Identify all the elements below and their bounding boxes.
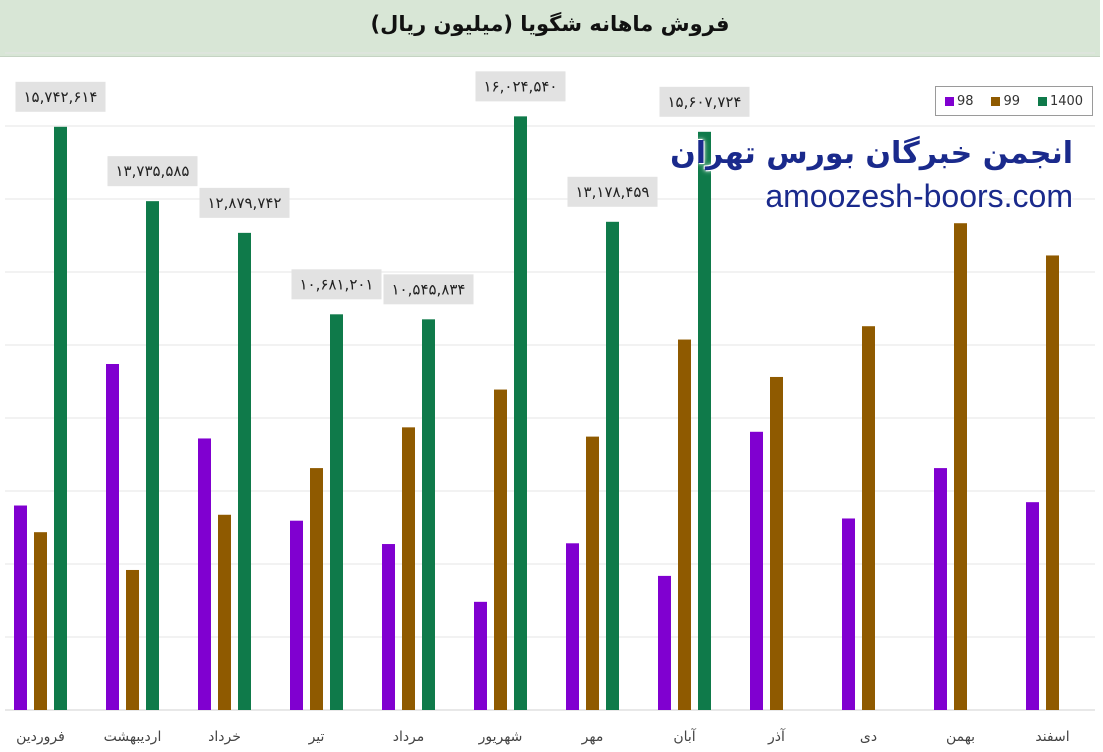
- data-label-box: [199, 187, 290, 218]
- title-bar: فروش ماهانه شگویا (میلیون ریال): [0, 0, 1100, 57]
- bar-99-0: [34, 532, 47, 710]
- legend-item-98: 98: [944, 93, 974, 109]
- bar-99-4: [402, 427, 415, 710]
- bar-98-1: [106, 363, 119, 710]
- bar-99-5: [494, 389, 507, 710]
- x-tick-label: بهمن: [946, 729, 975, 745]
- data-label-box: [659, 86, 750, 117]
- bar-99-6: [586, 436, 599, 710]
- bar-1400-1: [146, 201, 159, 711]
- bar-98-9: [842, 518, 855, 710]
- bar-1400-0: [54, 126, 67, 710]
- x-tick-label: اسفند: [1035, 729, 1069, 745]
- bar-1400-3: [330, 314, 343, 710]
- bar-98-4: [382, 544, 395, 710]
- x-tick-label: دی: [860, 729, 877, 745]
- data-label-box: [107, 156, 198, 187]
- bar-98-10: [934, 468, 947, 710]
- x-tick-label: شهریور: [478, 729, 523, 745]
- legend: 98 99 1400: [935, 86, 1093, 116]
- bar-1400-7: [698, 131, 711, 711]
- data-label: ۱۳,۱۷۸,۴۵۹: [576, 183, 650, 201]
- legend-swatch-98: [944, 96, 954, 106]
- bar-98-2: [198, 438, 211, 710]
- data-label-box: [383, 274, 474, 305]
- watermark-persian: انجمن خبرگان بورس تهران: [670, 136, 1073, 171]
- bar-99-8: [770, 376, 783, 710]
- x-tick-label: آبان: [673, 728, 696, 745]
- bar-98-3: [290, 520, 303, 710]
- data-label-box: [567, 176, 658, 207]
- legend-label-98: 98: [956, 93, 974, 109]
- watermark-url: amoozesh-boors.com: [765, 178, 1073, 214]
- bar-98-0: [14, 505, 27, 710]
- legend-item-1400: 1400: [1037, 93, 1084, 109]
- bar-98-5: [474, 601, 487, 710]
- legend-item-99: 99: [991, 94, 1020, 109]
- data-label-box: [291, 269, 382, 300]
- data-label: ۱۵,۶۰۷,۷۲۴: [668, 93, 742, 111]
- x-tick-label: اردیبهشت: [104, 729, 162, 745]
- legend-swatch-1400: [1037, 96, 1047, 106]
- data-label: ۱۲,۸۷۹,۷۴۲: [208, 194, 282, 212]
- bar-99-3: [310, 468, 323, 710]
- x-tick-label: خرداد: [208, 729, 241, 745]
- legend-label-99: 99: [1003, 93, 1020, 109]
- bar-98-8: [750, 431, 763, 710]
- data-label: ۱۰,۶۸۱,۲۰۱: [300, 275, 374, 293]
- bar-99-1: [126, 569, 139, 710]
- bar-98-6: [566, 543, 579, 710]
- x-tick-label: فروردین: [16, 729, 65, 745]
- chart-title: فروش ماهانه شگویا (میلیون ریال): [370, 12, 730, 36]
- data-label: ۱۰,۵۴۵,۸۳۴: [392, 280, 466, 298]
- data-label: ۱۶,۰۲۴,۵۴۰: [484, 77, 558, 95]
- bar-99-11: [1046, 255, 1059, 710]
- bar-99-2: [218, 514, 231, 710]
- legend-swatch-99: [991, 96, 1001, 106]
- legend-label-1400: 1400: [1049, 93, 1084, 109]
- bar-1400-2: [238, 232, 251, 710]
- data-label-box: [15, 81, 106, 112]
- bar-98-7: [658, 575, 671, 710]
- bar-1400-4: [422, 319, 435, 710]
- bar-99-9: [862, 326, 875, 710]
- x-tick-label: تیر: [308, 729, 325, 745]
- data-label: ۱۵,۷۴۲,۶۱۴: [24, 88, 98, 106]
- bar-1400-5: [514, 116, 527, 710]
- bar-98-11: [1026, 502, 1039, 710]
- data-label-box: [475, 71, 566, 102]
- bar-99-10: [954, 223, 967, 711]
- x-tick-label: آذر: [767, 728, 786, 745]
- bar-99-7: [678, 339, 691, 710]
- x-tick-label: مهر: [581, 729, 604, 745]
- x-tick-label: مرداد: [393, 729, 425, 745]
- data-label: ۱۳,۷۳۵,۵۸۵: [116, 162, 190, 180]
- bar-1400-6: [606, 221, 619, 711]
